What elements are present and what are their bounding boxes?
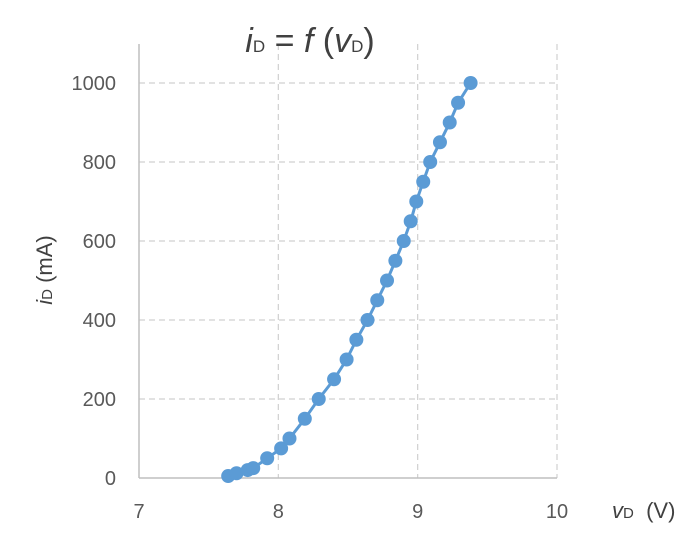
- y-tick-label: 0: [105, 468, 116, 490]
- data-point: [416, 174, 431, 189]
- y-tick-label: 200: [83, 389, 116, 411]
- data-point: [311, 392, 326, 406]
- grid: [139, 44, 558, 478]
- y-axis-label: iD (mA): [32, 235, 57, 305]
- data-point: [451, 95, 466, 110]
- data-point: [246, 461, 261, 476]
- data-point: [370, 293, 385, 308]
- data-point: [229, 466, 244, 481]
- data-point: [349, 332, 364, 347]
- data-point: [403, 214, 418, 229]
- data-point: [380, 273, 395, 288]
- data-point: [260, 451, 275, 466]
- series: [221, 76, 478, 484]
- chart-title: iD = f (vD): [245, 22, 374, 60]
- data-point: [409, 194, 424, 209]
- data-point: [396, 234, 411, 248]
- y-tick-label: 600: [83, 231, 116, 253]
- data-point: [442, 115, 457, 130]
- x-tick-label: 8: [273, 501, 284, 523]
- data-point: [327, 372, 342, 387]
- data-point: [432, 135, 447, 150]
- y-tick-label: 800: [83, 152, 116, 174]
- data-point: [360, 313, 375, 327]
- x-axis-label: vD (V): [612, 498, 675, 523]
- x-tick-label: 7: [133, 501, 144, 523]
- y-tick-labels: 0 200 400 600 800 1000: [72, 73, 117, 490]
- data-point: [282, 431, 297, 446]
- y-tick-label: 400: [83, 310, 116, 332]
- data-point: [463, 76, 478, 90]
- data-point: [423, 155, 438, 169]
- y-tick-label: 1000: [72, 73, 117, 95]
- data-point: [297, 411, 312, 426]
- axes: [138, 44, 557, 479]
- data-point: [388, 253, 403, 268]
- x-tick-label: 9: [412, 501, 423, 523]
- x-tick-label: 10: [546, 501, 568, 523]
- data-point: [274, 441, 289, 456]
- x-tick-labels: 7 8 9 10: [133, 501, 568, 523]
- data-point: [339, 352, 354, 367]
